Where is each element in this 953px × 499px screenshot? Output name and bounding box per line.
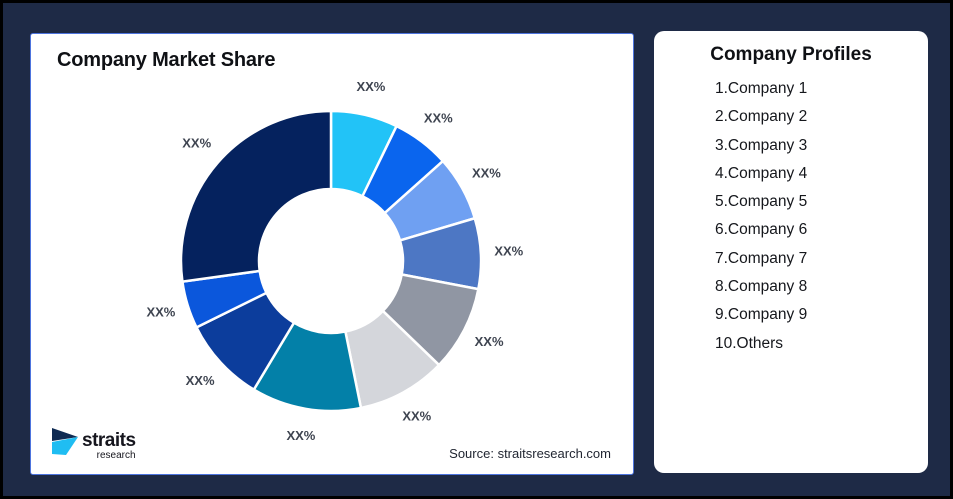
chart-title: Company Market Share	[57, 49, 276, 71]
list-item: 6.Company 6	[715, 221, 808, 239]
market-share-card: Company Market Share XX% XX% XX% XX% XX% XX% X…	[30, 33, 634, 475]
straits-research-logo: straits research	[51, 428, 136, 461]
source-note: Source: straitsresearch.com	[449, 446, 611, 461]
segment-value-label: XX%	[424, 110, 453, 125]
list-item: 5.Company 5	[715, 193, 808, 211]
segment-value-label: XX%	[356, 79, 385, 94]
market-share-donut-chart: XX% XX% XX% XX% XX% XX% XX% XX% XX% XX%	[146, 79, 523, 443]
logo-sub-label: research	[96, 450, 136, 461]
straits-arrow-icon	[52, 428, 78, 455]
company-profiles-list: 1.Company 1 2.Company 2 3.Company 3 4.Co…	[715, 75, 928, 358]
list-item: 2.Company 2	[715, 108, 808, 126]
company-profiles-card: Company Profiles 1.Company 1 2.Company 2…	[654, 31, 928, 473]
segment-value-label: XX%	[402, 408, 431, 423]
list-item: 4.Company 4	[715, 164, 808, 182]
list-item: 3.Company 3	[715, 136, 808, 154]
donut-segment	[179, 109, 333, 283]
list-item: 1.Company 1	[715, 80, 808, 97]
logo-brand-label: straits	[82, 430, 136, 451]
segment-value-label: XX%	[286, 428, 315, 443]
segment-value-label: XX%	[475, 334, 504, 349]
list-item: 9.Company 9	[715, 306, 808, 324]
navy-background: Company Market Share XX% XX% XX% XX% XX% XX% X…	[3, 3, 950, 496]
segment-value-label: XX%	[186, 373, 215, 388]
company-profiles-title: Company Profiles	[710, 44, 872, 65]
segment-value-label: XX%	[472, 166, 501, 181]
segment-value-label: XX%	[146, 305, 175, 320]
list-item: 7.Company 7	[715, 249, 808, 267]
list-item: 8.Company 8	[715, 278, 808, 296]
segment-value-label: XX%	[494, 244, 523, 259]
segment-value-label: XX%	[182, 136, 211, 151]
list-item: 10.Others	[715, 334, 784, 352]
logo-text: straits research	[82, 431, 136, 461]
